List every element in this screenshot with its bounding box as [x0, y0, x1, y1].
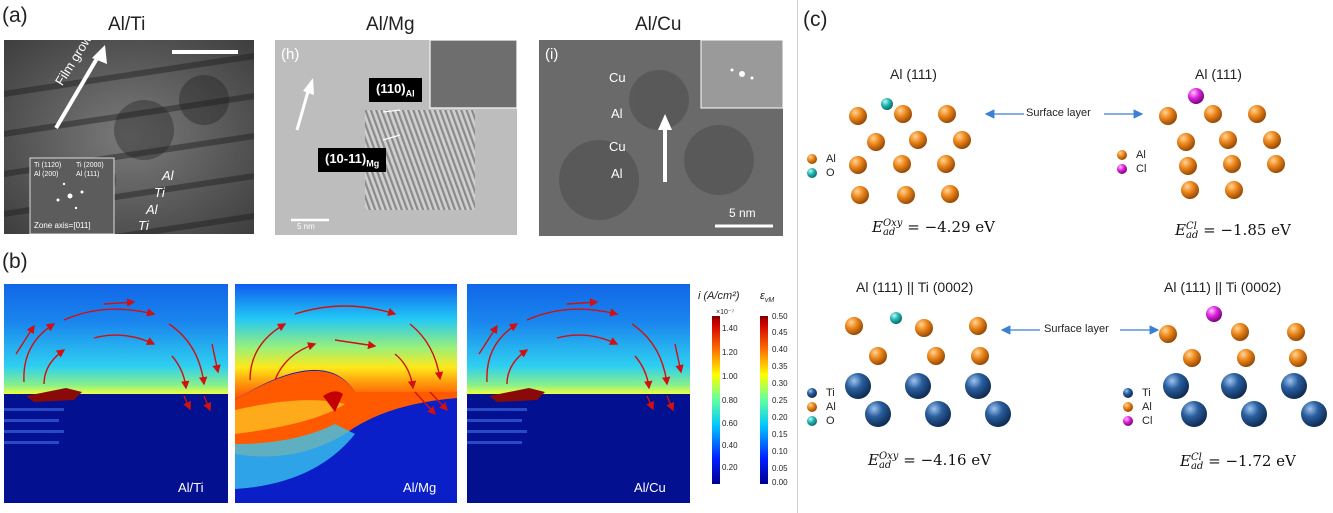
alti-tem-image: Film growth Al Ti Al Ti Ti (1120) Ti (20…	[4, 40, 254, 234]
alcu-title: Al/Cu	[635, 14, 682, 35]
panel-c-border	[797, 0, 798, 513]
cbar-strain-tick-1: 0.50	[772, 312, 788, 321]
cbar-current-tick-7: 0.20	[722, 463, 738, 472]
br-structure	[1159, 306, 1327, 427]
top-surface-arrow	[984, 109, 1144, 119]
alcu-hrtem-image: (i) Cu Al Cu Al 5 nm	[539, 40, 783, 236]
br-legend-al: Al	[1142, 401, 1152, 413]
bl-ti-atoms	[845, 373, 1011, 427]
alti-layer-1: Al	[162, 168, 174, 183]
almg-title: Al/Mg	[366, 14, 415, 35]
inset-label-al200: Al (200)	[34, 171, 59, 178]
cbar-current-tick-6: 0.40	[722, 441, 738, 450]
tl-o-atom	[881, 98, 893, 110]
alcu-layer-3: Cu	[609, 139, 626, 154]
br-legend-cl: Cl	[1142, 415, 1153, 427]
tl-legend-o: O	[826, 167, 835, 179]
cbar-current-tick-2: 1.20	[722, 348, 738, 357]
br-al-atoms	[1159, 323, 1307, 367]
inset-label-al111: Al (111)	[76, 171, 100, 178]
inset-label-ti2000: Ti (2000)	[76, 162, 104, 169]
alti-title: Al/Ti	[108, 14, 146, 35]
cbar-strain-tick-6: 0.25	[772, 396, 788, 405]
almg-tag-1011-mg: (10-11)Mg	[318, 148, 387, 172]
tl-legend	[807, 154, 817, 178]
alti-layer-4: Ti	[138, 218, 149, 233]
tl-structure	[849, 98, 971, 204]
inset-zone-axis: Zone axis=[011]	[34, 221, 91, 230]
tl-adsorption-energy: E Oxy ad = −4.29 eV	[872, 218, 996, 238]
tr-title: Al (111)	[1195, 66, 1242, 82]
alcu-layer-4: Al	[611, 166, 623, 181]
alti-layer-3: Al	[146, 202, 158, 217]
tr-cl-atom	[1188, 88, 1204, 104]
almg-tag-110-al: (110)Al	[369, 78, 422, 102]
cbar-strain-tick-5: 0.30	[772, 379, 788, 388]
alcu-layer-2: Al	[611, 106, 623, 121]
cbar-strain-tick-4: 0.35	[772, 362, 788, 371]
br-cl-atom	[1206, 306, 1222, 322]
tl-title: Al (111)	[890, 66, 937, 82]
almg-hrtem-image: (h) (110)Al (10-11)Mg 5 nm	[275, 40, 517, 235]
almg-scale-label: 5 nm	[297, 222, 315, 231]
br-ti-atoms	[1163, 373, 1327, 427]
alcu-layer-1: Cu	[609, 70, 626, 85]
map-almg-label: Al/Mg	[403, 480, 437, 495]
br-title: Al (111) || Ti (0002)	[1164, 279, 1282, 295]
cbar-strain-tick-11: 0.00	[772, 478, 788, 487]
cbar-strain-tick-8: 0.15	[772, 430, 788, 439]
panel-c-label: (c)	[803, 8, 828, 31]
cbar-strain-tick-9: 0.10	[772, 447, 788, 456]
alcu-scale-label: 5 nm	[729, 206, 756, 220]
bl-legend-al: Al	[826, 401, 836, 413]
tr-legend-al: Al	[1136, 149, 1146, 161]
top-surface-label: Surface layer	[1026, 107, 1091, 119]
tl-legend-al: Al	[826, 153, 836, 165]
bl-legend-o: O	[826, 415, 835, 427]
cbar-strain-tick-7: 0.20	[772, 413, 788, 422]
tr-structure	[1159, 88, 1285, 199]
tr-legend	[1117, 150, 1127, 174]
alcu-sublabel: (i)	[545, 46, 559, 63]
cbar-current-tick-3: 1.00	[722, 372, 738, 381]
map-alti-label: Al/Ti	[178, 480, 204, 495]
almg-sublabel: (h)	[281, 46, 300, 63]
panel-a-label: (a)	[2, 4, 28, 27]
br-legend	[1123, 388, 1133, 426]
bl-adsorption-energy: E Oxy ad = −4.16 eV	[868, 451, 992, 471]
map-alti: Al/Ti	[4, 284, 228, 503]
cbar-current-tick-4: 0.80	[722, 396, 738, 405]
tr-adsorption-energy: E Cl ad = −1.85 eV	[1175, 221, 1291, 241]
inset-label-ti1120: Ti (1120)	[34, 162, 62, 169]
cbar-strain-tick-3: 0.40	[772, 345, 788, 354]
cbar-strain-tick-2: 0.45	[772, 328, 788, 337]
bl-legend-ti: Ti	[826, 387, 835, 399]
panel-b-label: (b)	[2, 250, 28, 273]
map-alcu: Al/Cu	[467, 284, 690, 503]
cbar-current-title: i (A/cm²)	[698, 290, 740, 302]
bl-o-atom	[890, 312, 902, 324]
cbar-current-tick-1: 1.40	[722, 324, 738, 333]
alti-layer-2: Ti	[154, 185, 165, 200]
cbar-strain-tick-10: 0.05	[772, 464, 788, 473]
tl-al-atoms	[849, 105, 971, 204]
cbar-current	[712, 316, 720, 484]
map-almg: Al/Mg	[235, 284, 457, 503]
tr-legend-cl: Cl	[1136, 163, 1147, 175]
tr-al-atoms	[1159, 105, 1285, 199]
bl-structure	[845, 312, 1011, 427]
cbar-strain	[760, 316, 768, 484]
bl-title: Al (111) || Ti (0002)	[856, 279, 974, 295]
br-legend-ti: Ti	[1142, 387, 1151, 399]
cbar-current-tick-5: 0.60	[722, 419, 738, 428]
cbar-current-exponent: ×10⁻⁷	[716, 309, 735, 316]
cbar-strain-title: εvM	[760, 290, 775, 305]
br-adsorption-energy: E Cl ad = −1.72 eV	[1180, 452, 1296, 472]
bl-al-atoms	[845, 317, 989, 365]
bl-legend	[807, 388, 817, 426]
bottom-surface-label: Surface layer	[1044, 323, 1109, 335]
map-alcu-label: Al/Cu	[634, 480, 666, 495]
film-growth-arrow	[54, 53, 101, 130]
bottom-surface-arrow	[1000, 325, 1160, 335]
